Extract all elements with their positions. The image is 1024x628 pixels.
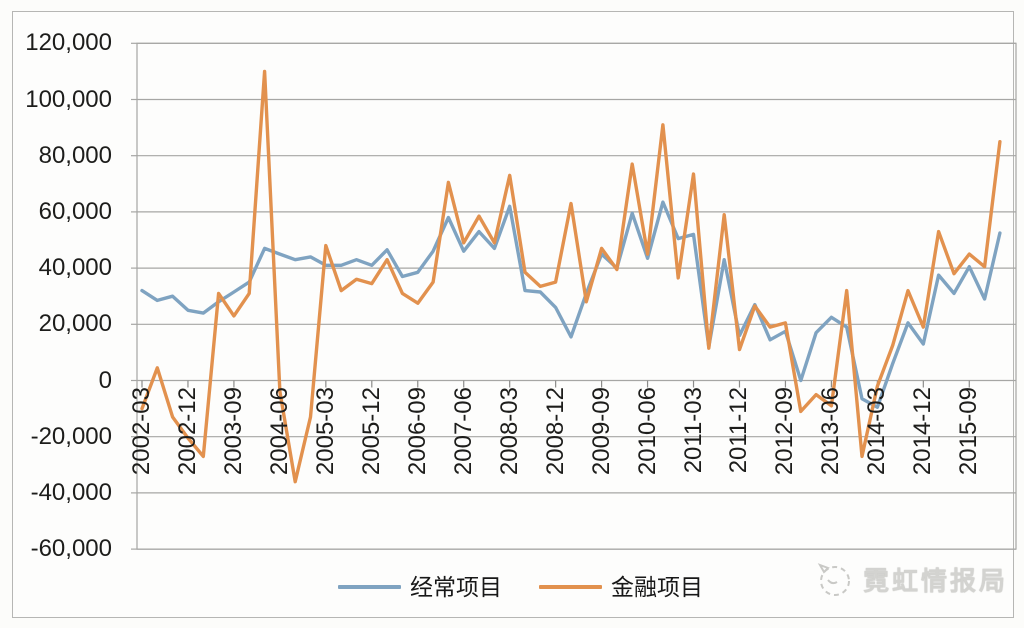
chart-frame: [12, 11, 1014, 618]
legend-label-current-account: 经常项目: [410, 574, 502, 600]
legend-item-current-account: 经常项目: [338, 572, 502, 602]
legend-label-financial-account: 金融项目: [611, 574, 703, 600]
legend-line-sample-current-account: [338, 585, 401, 589]
legend-item-financial-account: 金融项目: [539, 572, 703, 602]
watermark-logo-icon: [817, 563, 850, 596]
legend-line-sample-financial-account: [539, 585, 602, 589]
watermark-text: 霓虹情报局: [863, 565, 1009, 596]
watermark: 霓虹情报局: [814, 558, 1008, 600]
chart-legend: 经常项目 金融项目: [338, 572, 703, 602]
